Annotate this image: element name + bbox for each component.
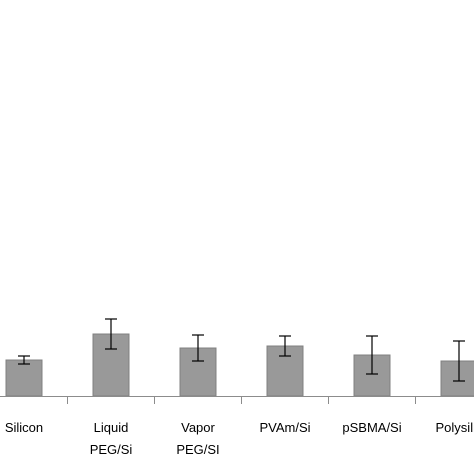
error-bars-group xyxy=(18,318,465,382)
category-label-line: pSBMA/Si xyxy=(342,420,401,435)
x-axis xyxy=(0,396,474,404)
category-label-line: Liquid xyxy=(94,420,129,435)
bar xyxy=(5,359,43,397)
category-label-line: PEG/SI xyxy=(176,442,219,457)
category-label: Silicon xyxy=(5,420,43,435)
category-labels: Silicon Liquid PEG/Si Vapor PEG/SI PVAm/Si pSB… xyxy=(5,420,474,457)
category-label-line: Vapor xyxy=(181,420,215,435)
category-label: Vapor PEG/SI xyxy=(176,420,219,457)
category-label: pSBMA/Si xyxy=(342,420,401,435)
category-label: Polysilic xyxy=(436,420,474,435)
category-label: PVAm/Si xyxy=(259,420,310,435)
bar xyxy=(353,354,391,397)
category-label-line: PVAm/Si xyxy=(259,420,310,435)
category-label-line: Polysilic xyxy=(436,420,474,435)
category-label: Liquid PEG/Si xyxy=(90,420,133,457)
category-label-line: Silicon xyxy=(5,420,43,435)
bars-group xyxy=(5,333,474,397)
category-label-line: PEG/Si xyxy=(90,442,133,457)
bar xyxy=(440,360,474,397)
